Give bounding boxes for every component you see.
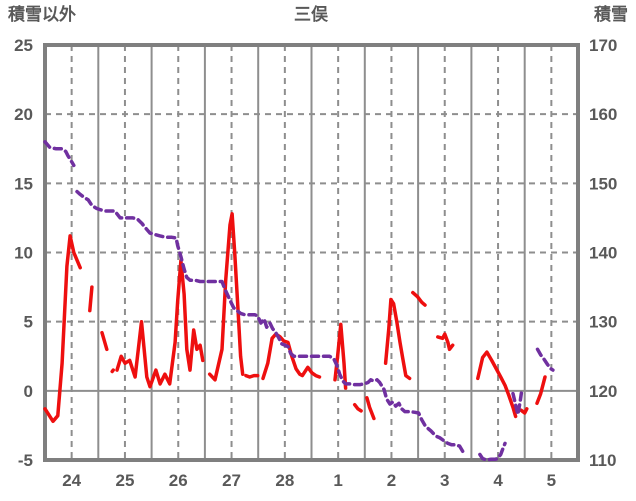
- series-non-snow-line: [115, 259, 205, 389]
- x-axis-tick-label: 24: [62, 471, 81, 490]
- series-snow-depth-line: [511, 390, 524, 417]
- series-snow-depth-line: [535, 347, 555, 372]
- series-non-snow-line: [110, 368, 115, 374]
- x-axis-tick-label: 27: [222, 471, 241, 490]
- series-non-snow-line: [244, 373, 260, 379]
- x-axis-tick-label: 3: [440, 471, 449, 490]
- x-axis-tick-label: 2: [387, 471, 396, 490]
- right-axis-tick-label: 130: [589, 313, 617, 332]
- x-axis-tick-label: 26: [169, 471, 188, 490]
- left-axis-tick-label: 25: [14, 36, 33, 55]
- series-non-snow-line: [207, 212, 245, 382]
- left-axis-tick-label: 20: [14, 105, 33, 124]
- right-axis-title: 積雪: [594, 5, 628, 24]
- series-snow-depth-line: [75, 189, 468, 457]
- right-axis-tick-label: 140: [589, 244, 617, 263]
- left-axis-tick-label: 10: [14, 244, 33, 263]
- x-axis-tick-label: 28: [275, 471, 294, 490]
- series-snow-depth-line: [478, 441, 507, 462]
- left-axis-title: 積雪以外: [8, 5, 76, 24]
- x-axis-tick-label: 5: [547, 471, 556, 490]
- series-snow-depth-line: [43, 140, 76, 168]
- right-axis-tick-label: 170: [589, 36, 617, 55]
- left-axis-tick-label: 0: [24, 382, 33, 401]
- series-non-snow-line: [100, 330, 109, 352]
- x-axis-tick-label: 1: [333, 471, 342, 490]
- right-axis-tick-label: 150: [589, 174, 617, 193]
- series-non-snow-line: [383, 297, 412, 381]
- right-axis-tick-label: 160: [589, 105, 617, 124]
- series-non-snow-line: [436, 332, 455, 352]
- x-axis-tick-label: 4: [493, 471, 503, 490]
- right-axis-tick-label: 120: [589, 382, 617, 401]
- series-non-snow-line: [88, 285, 94, 313]
- series-non-snow-line: [43, 234, 82, 424]
- series-non-snow-line: [365, 396, 376, 421]
- plot-border: [43, 43, 580, 462]
- left-axis-tick-label: 5: [24, 313, 33, 332]
- left-axis-tick-label: -5: [18, 451, 33, 470]
- series-non-snow-line: [476, 350, 518, 419]
- left-axis-tick-label: 15: [14, 174, 33, 193]
- chart-title: 三俣: [294, 5, 328, 24]
- series-non-snow-line: [535, 375, 547, 406]
- series-non-snow-line: [411, 290, 427, 307]
- series-non-snow-line: [352, 402, 363, 413]
- series-non-snow-line: [519, 407, 529, 415]
- x-axis-tick-label: 25: [115, 471, 134, 490]
- right-axis-tick-label: 110: [589, 451, 616, 470]
